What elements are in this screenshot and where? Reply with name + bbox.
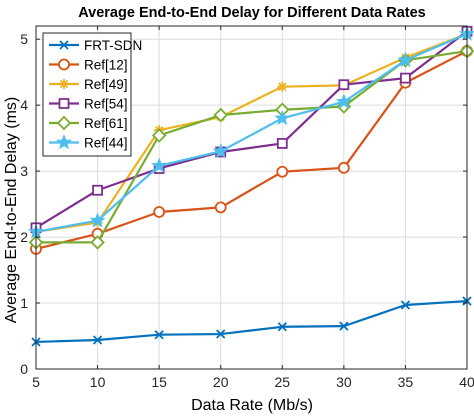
x-tick-label: 5	[32, 374, 40, 390]
marker-stroke	[154, 330, 164, 340]
series-line	[35, 32, 468, 233]
data-point	[216, 329, 226, 339]
chart-title: Average End-to-End Delay for Different D…	[78, 5, 426, 21]
legend-box	[42, 32, 132, 157]
data-point	[400, 72, 411, 84]
x-tick-label: 35	[398, 374, 414, 390]
marker-stroke	[59, 40, 69, 50]
legend-label: Ref[49]	[84, 77, 128, 92]
data-point	[153, 206, 166, 218]
legend-marker	[56, 134, 72, 150]
axes-box	[35, 25, 468, 370]
data-point	[274, 109, 291, 126]
x-tick-label: 25	[274, 374, 290, 390]
legend-marker	[58, 98, 70, 109]
data-point	[213, 107, 228, 123]
data-point	[277, 322, 287, 332]
legend-label: Ref[61]	[84, 116, 128, 131]
data-point	[92, 184, 103, 196]
data-point	[154, 330, 164, 340]
legend-marker	[56, 115, 72, 131]
series-line	[35, 299, 468, 344]
marker-stroke	[400, 300, 411, 310]
data-point	[338, 79, 350, 91]
data-point	[89, 212, 106, 228]
data-point	[151, 128, 167, 143]
legend-item: Ref[44]	[49, 134, 128, 151]
y-tick-label: 0	[20, 361, 28, 377]
series-line	[35, 30, 468, 229]
series-line	[35, 50, 468, 251]
axes: 5 10 15 20 25 30 35 40 0 1 2 3 4 5	[20, 25, 474, 390]
data-point	[277, 81, 288, 92]
data-point	[400, 300, 411, 310]
marker-stroke	[216, 329, 226, 339]
series-line	[35, 32, 468, 233]
y-tick-label: 2	[20, 229, 28, 245]
x-tick-label: 40	[459, 374, 474, 390]
x-tick-label: 10	[90, 374, 106, 390]
y-tick-label: 5	[20, 31, 28, 47]
legend: FRT-SDN Ref[12] Ref[49] Ref[54] Ref[61] Ref[4…	[42, 32, 142, 157]
data-point	[90, 235, 105, 250]
legend-marker	[59, 40, 69, 50]
legend-item: FRT-SDN	[49, 38, 142, 53]
x-tick-label: 15	[151, 374, 167, 390]
data-point	[335, 93, 352, 109]
y-tick-label: 1	[20, 295, 28, 311]
legend-item: Ref[12]	[49, 58, 128, 73]
y-tick-label: 3	[20, 163, 28, 179]
data-point	[276, 165, 289, 178]
data-point	[92, 335, 103, 345]
data-point	[339, 321, 349, 331]
marker-stroke	[92, 335, 103, 345]
legend-item: Ref[54]	[49, 97, 128, 112]
legend-marker	[59, 79, 69, 89]
data-point	[337, 161, 350, 174]
marker-stroke	[339, 321, 349, 331]
series-layer	[28, 25, 474, 347]
data-point	[212, 142, 229, 159]
legend-label: FRT-SDN	[84, 38, 142, 53]
legend-label: Ref[54]	[84, 97, 128, 112]
legend-label: Ref[44]	[84, 136, 128, 151]
x-axis-label: Data Rate (Mb/s)	[191, 397, 313, 414]
y-axis-label: Average End-to-End Delay (ms)	[3, 97, 20, 323]
data-point	[276, 138, 288, 149]
x-tick-label: 20	[213, 374, 229, 390]
data-point	[214, 201, 227, 214]
legend-item: Ref[61]	[49, 115, 128, 131]
data-point	[397, 51, 414, 68]
legend-item: Ref[49]	[49, 77, 128, 92]
marker-stroke	[277, 322, 287, 332]
series-frt-sdn	[31, 296, 472, 347]
legend-label: Ref[12]	[84, 58, 128, 73]
y-tick-label: 4	[20, 97, 28, 113]
data-point	[151, 157, 168, 173]
x-tick-label: 30	[336, 374, 352, 390]
legend-marker	[58, 58, 70, 71]
